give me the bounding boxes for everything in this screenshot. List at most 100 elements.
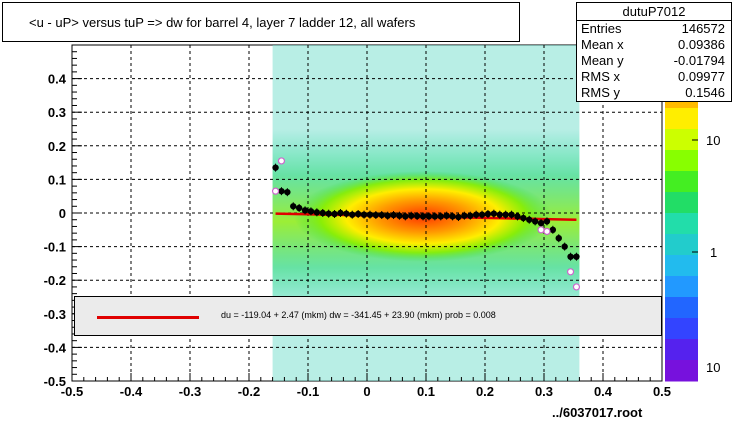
- stats-box: dutuP7012 Entries 146572 Mean x 0.09386 …: [576, 2, 732, 102]
- colorbar-band: [665, 150, 698, 172]
- profile-point: [508, 211, 515, 218]
- profile-point: [478, 211, 486, 218]
- profile-point: [437, 213, 444, 220]
- colorbar-band: [665, 192, 698, 214]
- profile-point: [360, 211, 368, 218]
- x-tick-label: -0.2: [238, 384, 260, 399]
- profile-point: [372, 211, 380, 219]
- profile-point: [484, 210, 492, 218]
- profile-point: [396, 212, 403, 219]
- colorbar-band: [665, 213, 698, 235]
- y-tick-label: 0.3: [48, 105, 66, 120]
- colorbar-band: [665, 171, 698, 193]
- profile-point: [295, 204, 303, 212]
- x-tick-label: 0.3: [535, 384, 553, 399]
- profile-point: [366, 211, 374, 218]
- x-tick-label: 0.1: [417, 384, 435, 399]
- profile-point: [419, 213, 427, 220]
- colorbar-band: [665, 297, 698, 319]
- chart-title: <u - uP> versus tuP => dw for barrel 4, …: [29, 14, 416, 30]
- profile-point: [354, 210, 362, 218]
- profile-point: [520, 214, 527, 222]
- open-profile-point: [566, 268, 575, 276]
- x-tick-label: 0.4: [594, 384, 613, 399]
- profile-point: [343, 210, 350, 217]
- colorbar-tick-label: 10: [706, 360, 720, 375]
- stats-row-rms-y: RMS y 0.1546: [577, 85, 731, 101]
- open-profile-point: [277, 157, 286, 165]
- profile-point: [278, 187, 285, 195]
- colorbar-band: [665, 108, 698, 130]
- fit-legend-text: du = -119.04 + 2.47 (mkm) dw = -341.45 +…: [221, 310, 496, 320]
- profile-point: [449, 213, 456, 220]
- profile-point: [402, 213, 409, 220]
- profile-point: [307, 208, 315, 215]
- stats-value: 0.1546: [685, 85, 725, 100]
- x-tick-label: 0: [363, 384, 370, 399]
- profile-point: [408, 212, 415, 219]
- profile-point: [284, 188, 291, 196]
- x-tick-label: 0.2: [476, 384, 494, 399]
- profile-point: [549, 226, 557, 233]
- colorbar-band: [665, 276, 698, 298]
- profile-point: [472, 211, 480, 218]
- x-tick-label: -0.5: [61, 384, 83, 399]
- y-tick-label: 0: [59, 206, 66, 221]
- colorbar-band: [665, 255, 698, 277]
- profile-point: [413, 212, 421, 220]
- colorbar-band: [665, 339, 698, 361]
- y-tick-label: 0.2: [48, 139, 66, 154]
- x-tick-label: -0.3: [179, 384, 201, 399]
- stats-value: 0.09386: [678, 37, 725, 52]
- colorbar-band: [665, 318, 698, 340]
- profile-point: [567, 253, 574, 260]
- chart-title-box: <u - uP> versus tuP => dw for barrel 4, …: [2, 2, 520, 42]
- profile-point: [331, 210, 338, 218]
- profile-point: [384, 212, 391, 219]
- y-tick-label: -0.3: [44, 307, 66, 322]
- profile-point: [272, 164, 279, 171]
- x-tick-label: 0.5: [653, 384, 671, 399]
- profile-point: [537, 219, 545, 227]
- stats-label: Mean y: [581, 53, 624, 68]
- profile-point: [378, 211, 385, 219]
- profile-point: [425, 213, 433, 220]
- profile-point: [555, 235, 562, 242]
- stats-label: Entries: [581, 21, 622, 36]
- stats-label: Mean x: [581, 37, 624, 52]
- profile-point: [573, 253, 580, 260]
- y-tick-label: -0.1: [44, 240, 66, 255]
- profile-point: [496, 211, 503, 218]
- profile-point: [337, 209, 344, 217]
- profile-point: [313, 209, 321, 216]
- colorbar-tick-label: 10: [706, 133, 720, 148]
- profile-point: [431, 213, 439, 220]
- profile-point: [526, 216, 533, 223]
- x-tick-label: -0.4: [120, 384, 143, 399]
- profile-point: [514, 213, 521, 220]
- stats-label: RMS x: [581, 69, 620, 84]
- y-tick-label: -0.2: [44, 273, 66, 288]
- file-name-label: ../6037017.root: [552, 405, 643, 420]
- profile-point: [349, 211, 356, 218]
- fit-legend-line: [97, 316, 199, 319]
- y-tick-label: -0.4: [44, 340, 67, 355]
- profile-point: [531, 218, 539, 225]
- profile-point: [543, 218, 551, 225]
- y-tick-label: 0.1: [48, 172, 66, 187]
- y-tick-label: 0.4: [48, 72, 67, 87]
- stats-row-rms-x: RMS x 0.09977: [577, 69, 731, 85]
- profile-point: [301, 207, 309, 214]
- open-profile-point: [572, 283, 581, 291]
- colorbar-band: [665, 234, 698, 256]
- stats-name: dutuP7012: [577, 3, 731, 21]
- open-profile-point: [543, 227, 551, 236]
- stats-row-entries: Entries 146572: [577, 21, 731, 37]
- profile-point: [325, 210, 332, 217]
- profile-point: [455, 213, 462, 221]
- profile-point: [390, 211, 397, 219]
- profile-point: [561, 243, 568, 250]
- profile-point: [502, 211, 509, 218]
- profile-point: [467, 212, 474, 219]
- stats-value: -0.01794: [673, 53, 725, 68]
